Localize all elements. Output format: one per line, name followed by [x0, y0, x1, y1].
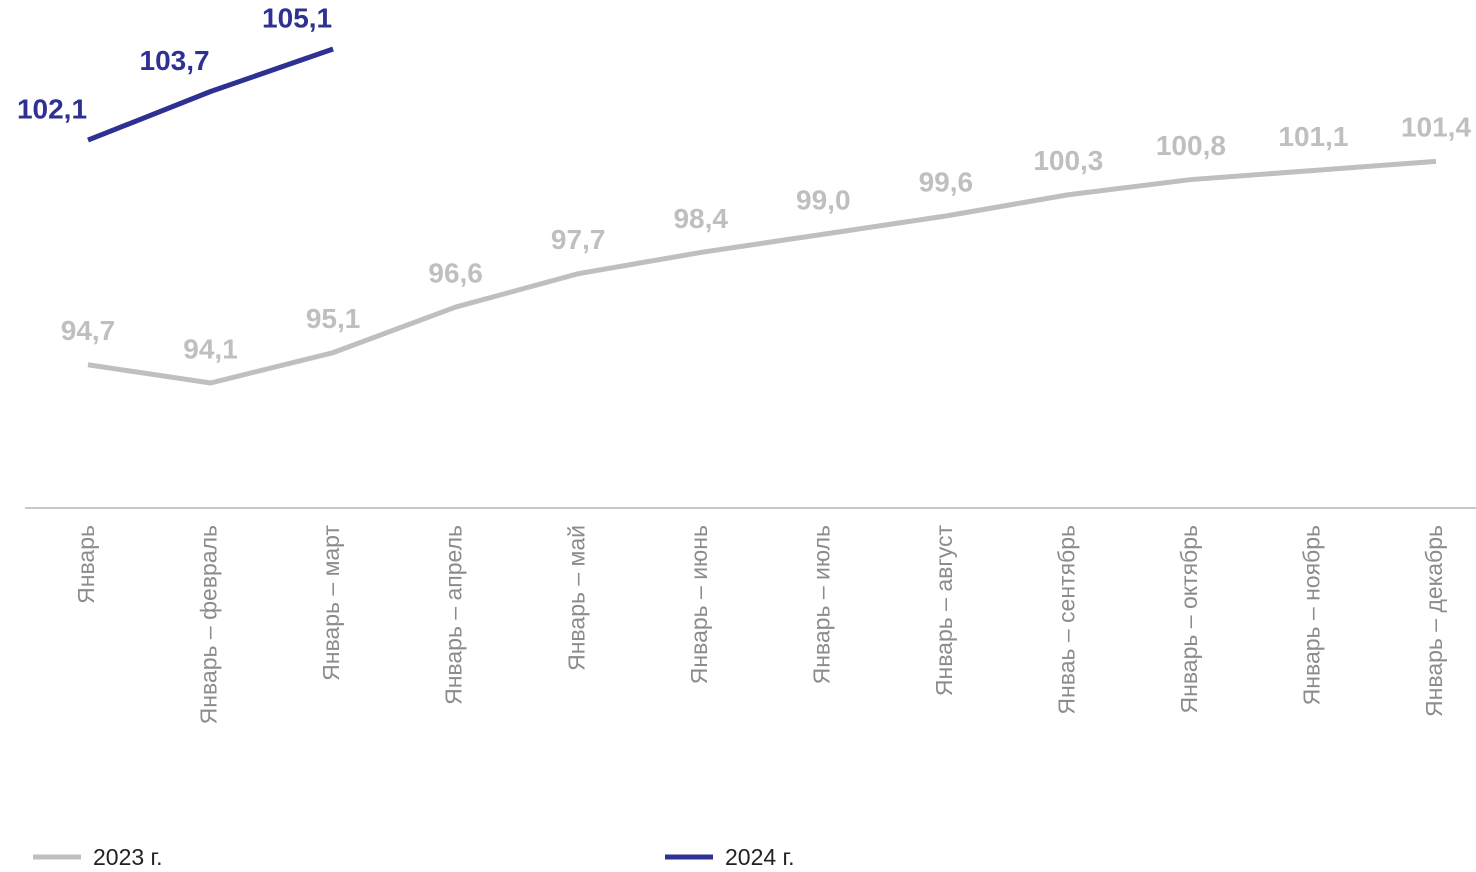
x-tick-label: Январь: [73, 525, 99, 604]
x-tick-label: Янваь – сентябрь: [1053, 525, 1079, 715]
data-label: 97,7: [551, 224, 606, 255]
x-tick-label: Январь – март: [318, 525, 344, 681]
data-label: 95,1: [306, 303, 361, 334]
legend-label: 2023 г.: [93, 844, 163, 870]
x-tick-label: Январь – июнь: [686, 525, 712, 684]
x-tick-label: Январь – июль: [808, 525, 834, 684]
data-label: 96,6: [428, 257, 483, 288]
data-label: 102,1: [17, 93, 87, 124]
data-label: 94,7: [61, 315, 116, 346]
x-tick-label: Январь – май: [563, 525, 589, 671]
data-label: 101,1: [1278, 121, 1348, 152]
x-tick-label: Январь – апрель: [441, 525, 467, 705]
data-label: 98,4: [673, 203, 728, 234]
x-tick-label: Январь – август: [931, 525, 957, 697]
data-label: 101,4: [1401, 112, 1471, 143]
data-label: 94,1: [183, 333, 238, 364]
data-label: 105,1: [262, 2, 332, 33]
data-label: 99,0: [796, 185, 851, 216]
line: [87, 46, 334, 143]
data-label: 100,3: [1033, 145, 1103, 176]
data-label: 103,7: [140, 45, 210, 76]
x-tick-label: Январь – октябрь: [1176, 525, 1202, 713]
line: [87, 158, 1437, 386]
x-tick-label: Январь – ноябрь: [1299, 525, 1325, 705]
data-label: 100,8: [1156, 130, 1226, 161]
x-tick-label: Январь – февраль: [196, 525, 222, 724]
x-tick-label: Январь – декабрь: [1421, 525, 1447, 717]
legend-label: 2024 г.: [725, 844, 795, 870]
data-label: 99,6: [919, 166, 974, 197]
